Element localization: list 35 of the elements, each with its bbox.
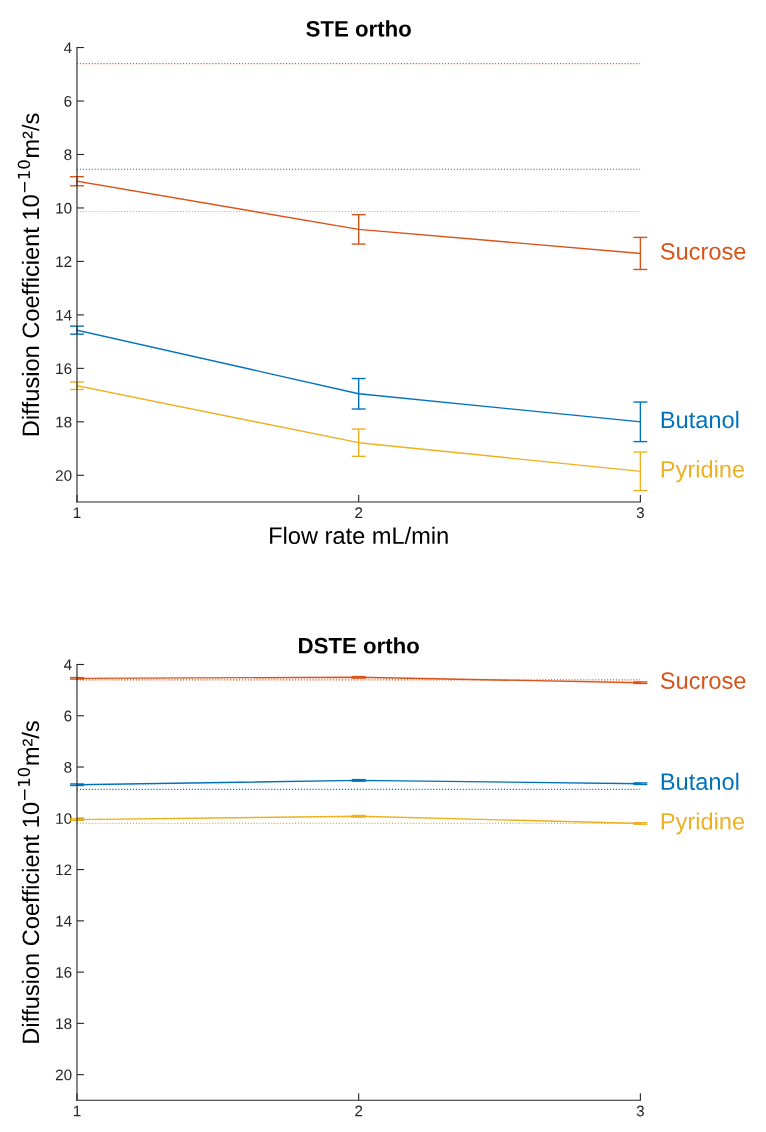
y-tick-label: 12 — [56, 864, 72, 876]
y-tick-label: 10 — [56, 813, 72, 824]
x-axis-title: Flow rate mL/min — [270, 526, 448, 545]
y-tick-label: 6 — [64, 95, 72, 107]
x-tick-label: 1 — [73, 1105, 81, 1117]
y-tick-label: 16 — [56, 966, 72, 978]
y-tick-label: 10 — [56, 202, 72, 214]
y-tick-label: 8 — [64, 149, 72, 161]
y-tick-label: 4 — [63, 42, 72, 54]
x-tick-label: 2 — [355, 1105, 363, 1117]
series-label: Pyridine — [661, 812, 745, 835]
series-label: Butanol — [661, 410, 739, 429]
y-tick-label: 18 — [56, 416, 72, 428]
y-tick-label: 16 — [56, 363, 72, 375]
series-label: Pyridine — [661, 460, 745, 483]
x-tick-label: 1 — [73, 507, 81, 518]
y-tick-label: 8 — [64, 761, 72, 773]
x-tick-label: 2 — [355, 507, 363, 518]
y-tick-label: 18 — [56, 1018, 72, 1030]
series-label: Sucrose — [660, 672, 746, 690]
y-tick-label: 12 — [56, 256, 72, 267]
series-label: Sucrose — [660, 243, 746, 260]
y-tick-label: 20 — [55, 470, 72, 481]
y-tick-label: 6 — [64, 710, 72, 722]
y-axis-title: Diffusion Coefficient 10$^{−10}$m²/s — [17, 721, 40, 1043]
x-tick-label: 3 — [636, 1105, 644, 1117]
y-axis-title: Diffusion Coefficient 10$^{−10}$m²/s — [17, 113, 40, 436]
x-tick-label: 3 — [636, 507, 644, 519]
chart-title: STE ortho — [306, 20, 411, 37]
y-tick-label: 14 — [56, 915, 72, 927]
chart-title: DSTE ortho — [299, 637, 419, 654]
y-tick-label: 14 — [56, 309, 72, 321]
y-tick-label: 20 — [55, 1069, 72, 1081]
y-tick-label: 4 — [63, 659, 72, 671]
series-label: Butanol — [661, 772, 739, 791]
